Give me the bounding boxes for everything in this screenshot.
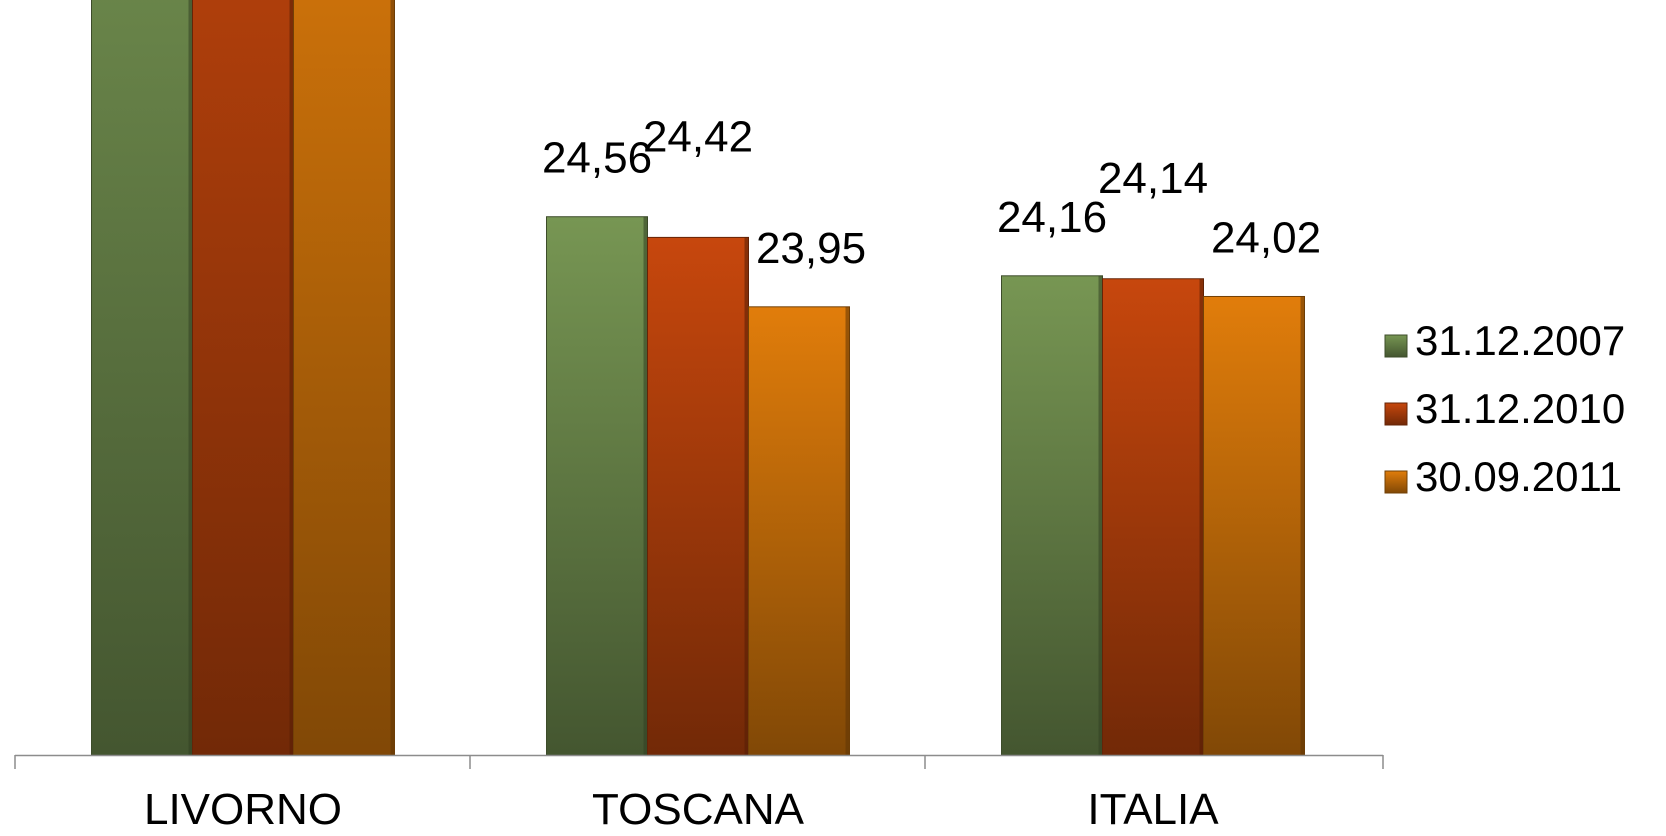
legend-swatch bbox=[1384, 334, 1408, 358]
data-label: 24,14 bbox=[1098, 154, 1208, 203]
bars-layer bbox=[91, 0, 1305, 756]
x-tick-label: TOSCANA bbox=[592, 785, 805, 831]
bar-edge-shade bbox=[1098, 275, 1103, 755]
data-labels-layer: 28,0128,1027,6424,5624,4223,9524,1624,14… bbox=[542, 112, 1321, 273]
legend-swatch bbox=[1384, 402, 1408, 426]
bar-toscana-series-1 bbox=[546, 216, 648, 756]
bar-edge-shade bbox=[1199, 278, 1204, 755]
data-label: 24,02 bbox=[1211, 213, 1321, 262]
data-label: 24,16 bbox=[997, 193, 1107, 242]
bar-edge-shade bbox=[744, 237, 749, 756]
bar-italia-series-3 bbox=[1203, 295, 1305, 756]
x-tick-label: LIVORNO bbox=[144, 785, 342, 831]
legend-label: 30.09.2011 bbox=[1415, 453, 1622, 500]
bar-livorno-series-3 bbox=[293, 0, 395, 756]
legend-label: 31.12.2010 bbox=[1415, 385, 1625, 432]
x-axis: LIVORNO TOSCANA ITALIA bbox=[14, 754, 1384, 834]
x-tick-label: ITALIA bbox=[1087, 785, 1219, 831]
bar-edge-shade bbox=[289, 0, 294, 756]
bar-livorno-series-2 bbox=[192, 0, 294, 756]
bar-edge-shade bbox=[643, 216, 648, 755]
bar-edge-shade bbox=[1300, 296, 1305, 755]
bar-edge-shade bbox=[188, 0, 193, 755]
data-label: 24,42 bbox=[643, 112, 753, 161]
bar-edge-shade bbox=[845, 306, 850, 755]
bar-edge-shade bbox=[390, 0, 395, 756]
legend: 31.12.2007 31.12.2010 30.09.2011 bbox=[1384, 317, 1625, 500]
data-label: 24,56 bbox=[542, 134, 652, 183]
bar-italia-series-1 bbox=[1001, 275, 1103, 756]
legend-label: 31.12.2007 bbox=[1415, 317, 1625, 364]
bar-italia-series-2 bbox=[1102, 278, 1204, 756]
bar-toscana-series-3 bbox=[748, 306, 850, 756]
bar-livorno-series-1 bbox=[91, 0, 193, 756]
data-label: 23,95 bbox=[756, 224, 866, 273]
bar-toscana-series-2 bbox=[647, 236, 749, 756]
legend-swatch bbox=[1384, 470, 1408, 494]
